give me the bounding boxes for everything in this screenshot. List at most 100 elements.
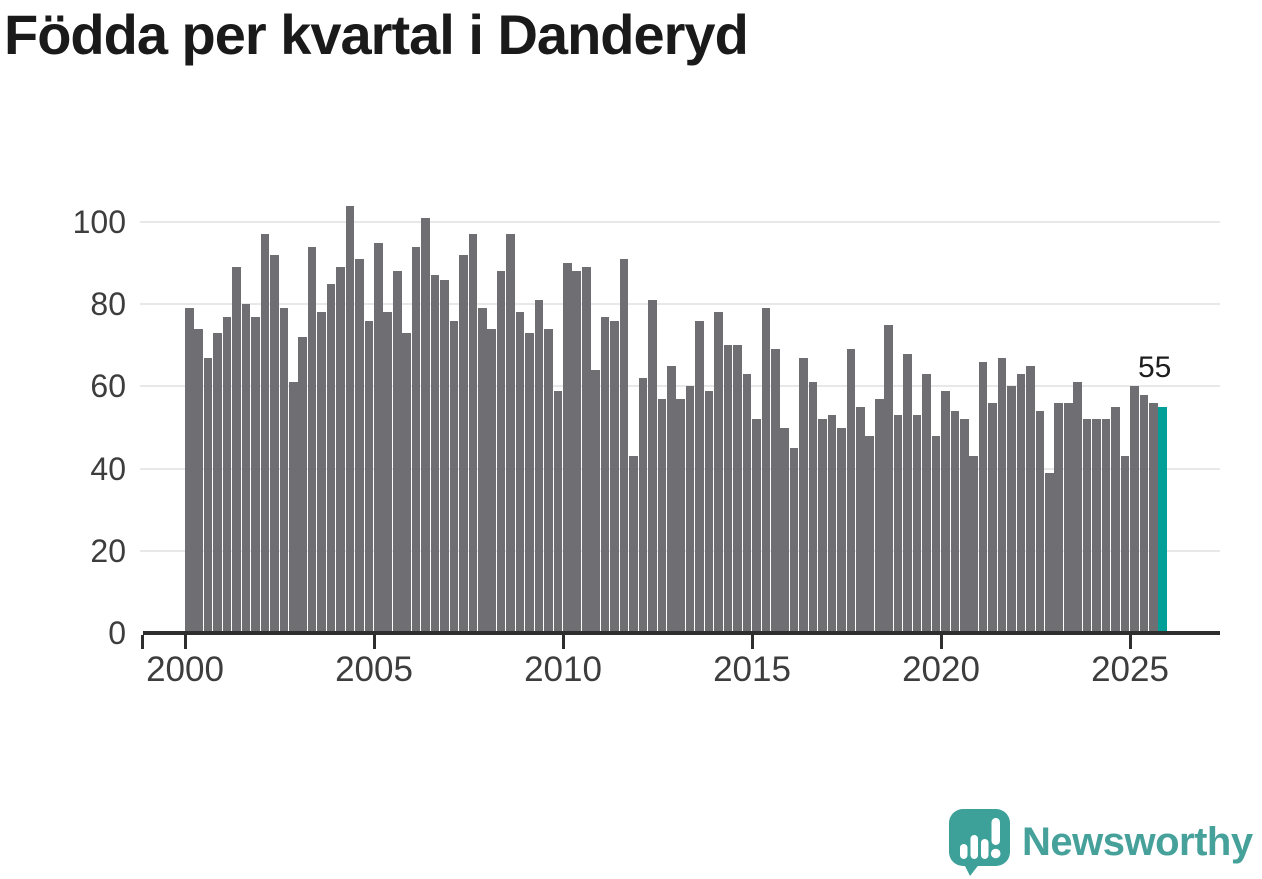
bar	[317, 312, 326, 633]
bar	[185, 308, 194, 633]
gridline	[140, 221, 1220, 223]
bar	[667, 365, 676, 633]
gridline	[140, 303, 1220, 306]
x-tick-label: 2005	[335, 650, 413, 689]
y-tick-label: 60	[90, 368, 126, 405]
bar	[723, 345, 733, 633]
y-tick-label: 100	[72, 204, 126, 240]
bar	[770, 349, 780, 633]
bar	[1054, 402, 1064, 633]
bar	[581, 267, 591, 633]
bar	[1082, 419, 1092, 633]
bar	[931, 435, 941, 633]
bar	[430, 275, 440, 633]
bar	[818, 419, 827, 633]
bar	[270, 254, 279, 633]
bar	[392, 271, 402, 633]
bar	[383, 312, 393, 633]
bar	[487, 328, 497, 633]
bar	[761, 308, 771, 633]
bar	[865, 435, 875, 633]
last-value-label: 55	[1138, 351, 1172, 384]
bar	[477, 308, 487, 633]
bar	[563, 263, 572, 633]
bar	[1073, 382, 1082, 633]
bar	[704, 390, 714, 633]
highlighted-bar	[1158, 406, 1168, 633]
bar	[232, 267, 241, 633]
bar	[874, 398, 884, 633]
y-tick-label: 40	[90, 450, 126, 487]
axis-tick	[750, 635, 754, 649]
bar	[525, 332, 534, 633]
bar	[1120, 456, 1130, 633]
bar	[515, 312, 525, 633]
bar	[345, 205, 355, 633]
x-tick-label: 2020	[902, 650, 980, 689]
bar	[355, 258, 364, 633]
bar	[799, 357, 808, 633]
bar	[846, 349, 856, 633]
x-tick-label: 2025	[1091, 650, 1169, 689]
bar	[1026, 365, 1035, 633]
bar	[241, 304, 251, 633]
bar	[194, 328, 204, 633]
bar	[903, 353, 912, 633]
bar	[1092, 419, 1101, 633]
bar	[1149, 402, 1158, 633]
bar	[638, 378, 648, 633]
bar	[222, 316, 232, 633]
bar	[988, 402, 997, 633]
bar	[610, 320, 619, 633]
x-axis-line	[143, 631, 1220, 635]
bar	[374, 242, 383, 633]
bar	[544, 328, 553, 633]
bar	[203, 357, 213, 633]
bar	[629, 456, 638, 633]
chart-title: Födda per kvartal i Danderyd	[4, 3, 749, 66]
bar	[884, 324, 893, 633]
bar	[251, 316, 260, 633]
bar	[213, 332, 222, 633]
plot-area: 0 20 40 60 80 100 2000 2005 2010 2015 2020 2025	[72, 204, 1220, 689]
bar	[837, 427, 846, 633]
bar	[279, 308, 289, 633]
axis-tick	[372, 635, 376, 649]
bar	[978, 361, 988, 633]
bar	[893, 415, 903, 633]
brand-name: Newsworthy	[1022, 820, 1253, 864]
bar	[459, 254, 468, 633]
axis-tick	[939, 635, 943, 649]
bar	[856, 406, 865, 633]
bar	[421, 217, 430, 633]
bar	[440, 279, 449, 633]
bar	[326, 283, 336, 633]
bar	[997, 357, 1007, 633]
bar	[534, 300, 544, 633]
bar	[808, 382, 818, 633]
bar	[752, 419, 761, 633]
bar	[288, 382, 298, 633]
bar	[780, 427, 789, 633]
bar	[619, 258, 629, 633]
bar	[1101, 419, 1111, 633]
bar	[298, 337, 307, 633]
axis-start-tick	[141, 635, 144, 649]
bar	[959, 419, 969, 633]
y-tick-label: 80	[90, 286, 126, 323]
bar	[468, 234, 478, 633]
bar	[685, 386, 695, 633]
bar	[742, 374, 752, 633]
axis-tick	[561, 635, 565, 649]
x-tick-label: 2015	[713, 650, 791, 689]
bar	[827, 415, 837, 633]
bar	[364, 320, 374, 633]
bar	[1016, 374, 1026, 633]
bar	[553, 390, 563, 633]
bar	[307, 246, 317, 633]
bar	[1139, 394, 1149, 633]
bar	[496, 271, 506, 633]
newsworthy-logo: Newsworthy	[948, 808, 1253, 876]
bar	[1130, 386, 1139, 633]
